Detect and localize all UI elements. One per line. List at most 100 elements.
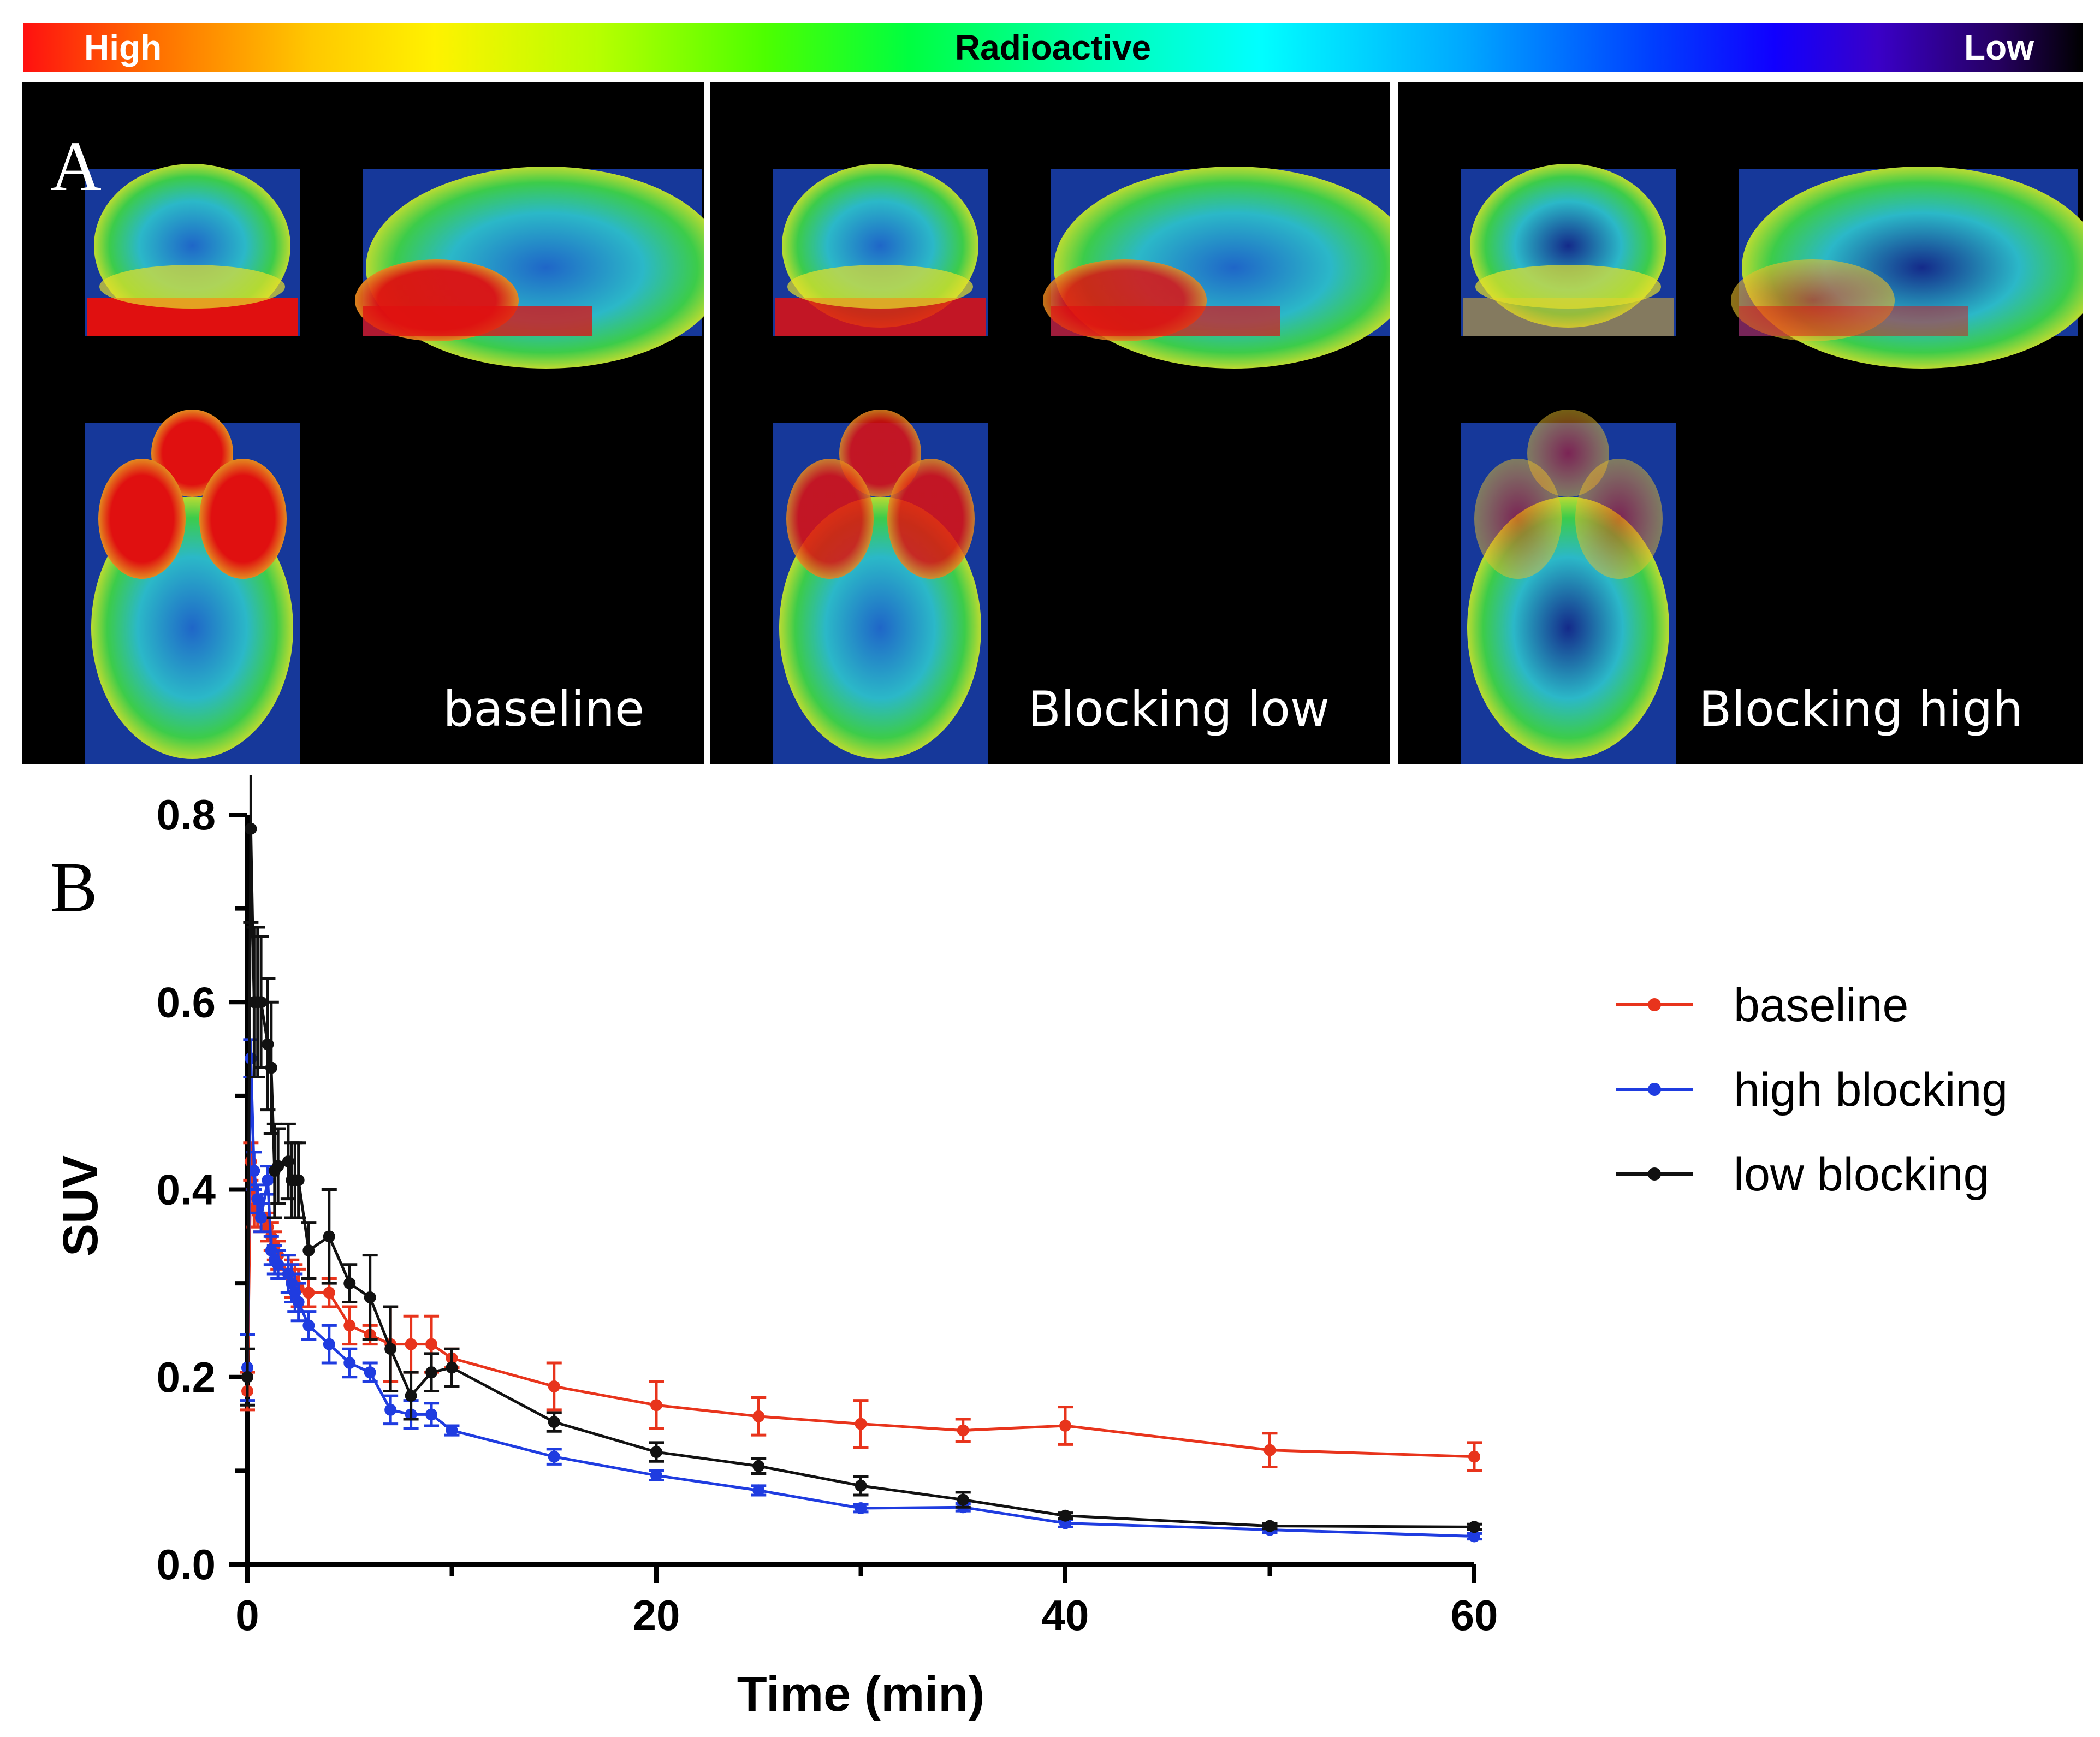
data-point [548,1416,560,1428]
data-point [957,1424,969,1437]
sagittal-slice-blocking-low [1043,167,1390,369]
axial-slice-baseline [85,410,300,764]
data-point [265,1062,277,1074]
data-point [302,1287,315,1299]
colorbar-title: Radioactive [954,28,1152,67]
legend-marker [1648,1167,1661,1181]
legend-item-high-blocking: high blocking [1616,1064,2008,1116]
data-point [364,1291,376,1303]
pet-images-blocking-high [1461,164,2083,764]
data-point [1468,1521,1480,1533]
data-point [241,1371,253,1383]
chart-series [240,775,1482,1543]
data-point [957,1493,969,1506]
data-point [855,1418,867,1430]
data-point [302,1319,315,1332]
data-point [262,1174,274,1187]
data-point [855,1479,867,1492]
axial-slice-blocking-low [773,410,988,764]
sagittal-slice-blocking-high [1731,167,2083,369]
coronal-slice-blocking-low [773,164,988,336]
y-axis-title: SUV [54,1155,108,1256]
data-point [251,1193,264,1205]
data-point [248,1165,260,1177]
x-axis-title: Time (min) [737,1667,984,1722]
data-point [425,1408,438,1421]
data-point [323,1338,335,1350]
y-tick-label: 0.2 [157,1353,216,1401]
legend-marker [1648,998,1661,1011]
data-point [364,1366,376,1379]
data-point [292,1296,305,1308]
data-point [323,1287,335,1299]
data-point [1468,1450,1480,1463]
series-line [246,1058,1475,1538]
x-tick-label: 0 [235,1591,259,1639]
legend-item-low-blocking: low blocking [1616,1148,1989,1201]
data-point [245,822,257,835]
data-point [384,1343,397,1355]
data-point [286,1277,298,1290]
data-point [384,1403,397,1416]
axial-slice-blocking-high [1461,410,1676,764]
pet-panel-baseline: baseline [22,82,704,764]
data-point [302,1244,315,1257]
data-point [425,1366,438,1379]
x-tick-label: 40 [1042,1591,1089,1639]
data-point [855,1502,867,1515]
panel-caption-baseline: baseline [443,681,644,737]
data-point [752,1460,765,1472]
data-point [548,1450,560,1463]
panel-caption-blocking-high: Blocking high [1699,681,2023,737]
data-point [752,1410,765,1422]
data-point [272,1160,284,1172]
sagittal-slice-baseline [355,167,704,369]
data-point [343,1357,356,1370]
legend-item-baseline: baseline [1616,979,1908,1031]
data-point [1263,1444,1276,1456]
data-point [343,1277,356,1290]
coronal-slice-baseline [85,164,300,336]
data-point [255,996,268,1009]
data-point [405,1338,417,1350]
panel-letter-b: B [50,848,98,927]
data-point [282,1155,294,1168]
data-point [752,1484,765,1497]
data-point [650,1446,662,1459]
chart-axes: 0 20 40 60 0.0 0.2 0.4 0.6 0.8 [157,791,1498,1639]
data-point [255,1211,268,1224]
series-low-blocking [240,775,1482,1533]
x-tick-label: 60 [1451,1591,1498,1639]
data-point [272,1258,284,1271]
data-point [262,1038,274,1051]
data-point [425,1338,438,1350]
data-point [405,1390,417,1402]
series-high-blocking [240,1038,1482,1543]
legend-label: high blocking [1734,1064,2008,1116]
data-point [343,1319,356,1332]
colorbar-low-label: Low [1964,28,2034,67]
data-point [446,1424,458,1437]
data-point [323,1230,335,1243]
data-point [1059,1419,1071,1432]
data-point [446,1361,458,1374]
data-point [282,1267,294,1280]
suv-time-chart: 0 20 40 60 0.0 0.2 0.4 0.6 0.8 Time (min) SUV ba… [54,775,2008,1722]
data-point [292,1174,305,1187]
pet-images-blocking-low [773,164,1390,764]
data-point [548,1380,560,1392]
data-point [650,1399,662,1412]
coronal-slice-blocking-high [1461,164,1676,336]
chart-legend: baseline high blocking low blocking [1616,979,2008,1201]
colorbar: High Radioactive Low [23,23,2083,72]
legend-label: low blocking [1734,1148,1989,1201]
pet-panel-blocking-low: Blocking low [710,82,1390,764]
colorbar-high-label: High [84,28,162,67]
y-tick-label: 0.6 [157,978,216,1026]
data-point [289,1287,301,1299]
data-point [650,1469,662,1481]
data-point [265,1244,277,1257]
y-tick-label: 0.4 [157,1166,216,1214]
y-tick-label: 0.8 [157,791,216,839]
panel-letter-a: A [50,127,102,206]
